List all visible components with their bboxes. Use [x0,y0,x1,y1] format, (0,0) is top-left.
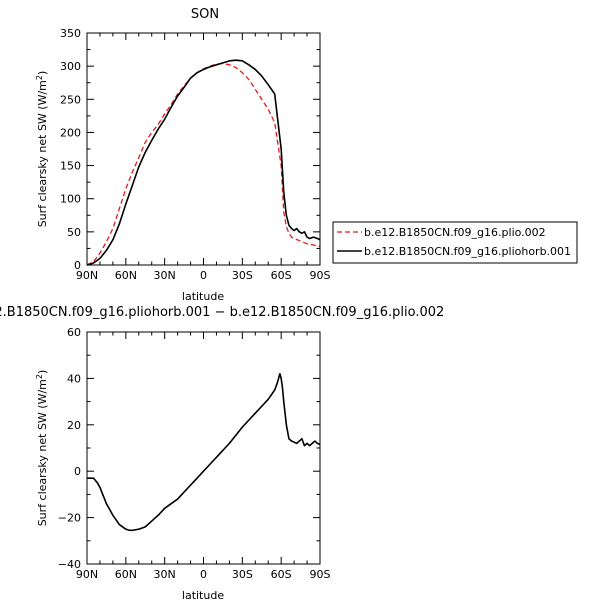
bottom-plot-frame [86,331,321,565]
top-x-axis-label: latitude [182,290,224,303]
bottom-x-tick-label: 60N [115,568,137,581]
bottom-y-tick-label: 60 [67,326,81,339]
bottom-y-tick-label: −20 [58,512,81,525]
top-x-tick-label: 0 [200,269,207,282]
bottom-chart-title: b.e12.B1850CN.f09_g16.pliohorb.001 − b.e… [0,305,444,320]
bottom-x-tick-label: 30N [154,568,176,581]
top-x-tick-label: 60N [115,269,137,282]
top-series-line-2 [86,59,321,266]
legend: b.e12.B1850CN.f09_g16.plio.002 b.e12.B18… [332,221,578,264]
bottom-x-tick-label: 60S [271,568,292,581]
bottom-panel: b.e12.B1850CN.f09_g16.pliohorb.001 − b.e… [0,305,444,602]
top-series-line-1 [86,62,321,266]
bottom-x-tick-label: 0 [200,568,207,581]
top-y-tick-label: 0 [74,259,81,272]
top-x-tick-label: 90N [76,269,98,282]
bottom-x-tick-label: 30S [232,568,253,581]
legend-box [332,221,578,264]
top-x-tick-label: 60S [271,269,292,282]
top-plot-frame [86,32,321,266]
legend-label-pliohorb: b.e12.B1850CN.f09_g16.pliohorb.001 [364,245,571,258]
bottom-x-tick-label: 90N [76,568,98,581]
top-x-tick-label: 30N [154,269,176,282]
bottom-y-tick-label: −40 [58,558,81,571]
top-y-tick-label: 100 [60,193,81,206]
top-y-tick-label: 350 [60,27,81,40]
bottom-series-line-1 [87,372,321,532]
bottom-y-tick-label: 20 [67,419,81,432]
top-y-tick-label: 300 [60,60,81,73]
bottom-x-axis-label: latitude [182,589,224,602]
top-x-tick-label: 30S [232,269,253,282]
top-y-tick-label: 200 [60,126,81,139]
bottom-y-tick-label: 40 [67,372,81,385]
top-y-tick-label: 250 [60,93,81,106]
top-y-tick-label: 150 [60,160,81,173]
bottom-y-tick-label: 0 [74,465,81,478]
top-y-tick-label: 50 [67,226,81,239]
top-x-tick-label: 90S [310,269,331,282]
top-y-axis-label: Surf clearsky net SW (W/m2) [35,71,50,228]
legend-label-plio: b.e12.B1850CN.f09_g16.plio.002 [364,226,546,239]
top-panel: SON 90N 60N 30N 0 30S 60S 90S 0 50 100 150 200 250 30… [35,7,331,303]
bottom-x-tick-label: 90S [310,568,331,581]
top-chart-title: SON [191,7,219,22]
bottom-y-axis-label: Surf clearsky net SW (W/m2) [35,370,50,527]
